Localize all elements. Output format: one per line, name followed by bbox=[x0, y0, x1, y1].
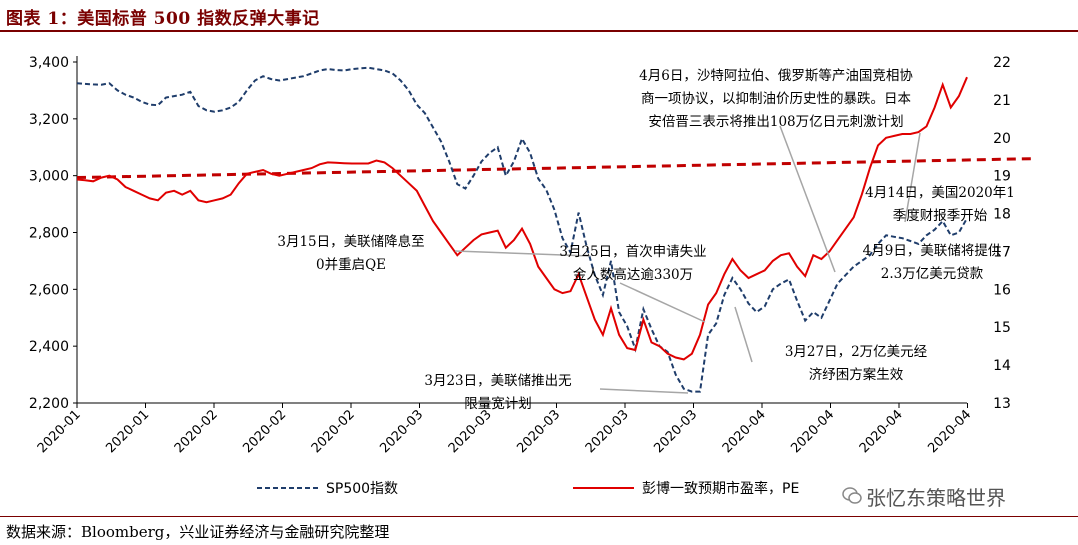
annotation-text: 安倍晋三表示将推出108万亿日元刺激计划 bbox=[648, 114, 903, 130]
annotation-text: 4月9日，美联储将提供 bbox=[863, 243, 1002, 259]
y-right-tick-label: 17 bbox=[993, 244, 1011, 260]
annotation-connector bbox=[734, 306, 753, 363]
y-right-tick-label: 18 bbox=[993, 207, 1011, 223]
y-left-tick-label: 2,400 bbox=[29, 339, 69, 355]
data-source: 数据来源：Bloomberg，兴业证券经济与金融研究院整理 bbox=[6, 523, 390, 541]
x-tick-label: 2020-04 bbox=[925, 407, 974, 456]
y-right-tick-label: 15 bbox=[993, 320, 1011, 336]
y-left-tick-label: 2,200 bbox=[29, 396, 69, 412]
annotation-text: 商一项协议，以抑制油价历史性的暴跌。日本 bbox=[641, 91, 911, 107]
y-right-tick-label: 16 bbox=[993, 282, 1011, 298]
annotation-connector bbox=[454, 250, 591, 257]
wechat-icon bbox=[842, 487, 862, 504]
x-tick-label: 2020-03 bbox=[514, 407, 563, 456]
pe-series-line bbox=[76, 76, 968, 361]
x-tick-label: 2020-01 bbox=[35, 407, 84, 456]
x-tick-label: 2020-02 bbox=[309, 407, 358, 456]
annotation-text: 限量宽计划 bbox=[464, 395, 532, 412]
annotation-text: 金人数高达逾330万 bbox=[573, 266, 693, 283]
annotation-text: 3月27日，2万亿美元经 bbox=[785, 344, 928, 360]
y-right-tick-label: 21 bbox=[993, 93, 1011, 109]
x-tick-label: 2020-02 bbox=[240, 407, 289, 456]
y-left-tick-label: 3,200 bbox=[29, 112, 69, 128]
annotation-connector bbox=[619, 282, 706, 323]
y-left-tick-label: 3,000 bbox=[29, 169, 69, 185]
annotation-text: 2.3万亿美元贷款 bbox=[881, 266, 984, 282]
chart-title: 图表 1：美国标普 500 指数反弹大事记 bbox=[6, 9, 320, 29]
annotation-text: 季度财报季开始 bbox=[893, 208, 988, 224]
annotation-text: 4月6日，沙特阿拉伯、俄罗斯等产油国竞相协 bbox=[639, 67, 913, 84]
y-right-tick-label: 14 bbox=[993, 358, 1011, 374]
annotation-text: 3月25日，首次申请失业 bbox=[559, 244, 706, 260]
x-tick-label: 2020-03 bbox=[583, 407, 632, 456]
y-right-tick-label: 20 bbox=[993, 131, 1011, 147]
x-tick-label: 2020-04 bbox=[720, 407, 769, 456]
y-right-tick-label: 22 bbox=[993, 55, 1011, 71]
x-tick-label: 2020-01 bbox=[103, 407, 152, 456]
y-right-tick-label: 13 bbox=[993, 396, 1011, 412]
annotation-text: 3月15日，美联储降息至 bbox=[277, 233, 424, 250]
footer-rule bbox=[0, 516, 1078, 517]
x-tick-label: 2020-03 bbox=[651, 407, 700, 456]
x-tick-label: 2020-04 bbox=[788, 407, 837, 456]
y-left-tick-label: 3,400 bbox=[29, 55, 69, 71]
x-tick-label: 2020-03 bbox=[377, 407, 426, 456]
y-right-tick-label: 19 bbox=[993, 169, 1011, 185]
x-tick-label: 2020-03 bbox=[446, 407, 495, 456]
annotation-connector bbox=[779, 125, 836, 273]
annotation-connector bbox=[599, 388, 689, 394]
annotation-text: 济纾困方案生效 bbox=[809, 366, 904, 383]
legend-sp500-label: SP500指数 bbox=[326, 481, 398, 497]
x-tick-label: 2020-04 bbox=[857, 407, 906, 456]
y-left-tick-label: 2,600 bbox=[29, 282, 69, 298]
legend-pe-label: 彭博一致预期市盈率，PE bbox=[642, 480, 799, 497]
pe-trend-line bbox=[76, 157, 1036, 180]
annotation-connector bbox=[904, 132, 921, 223]
sp500-series-line bbox=[76, 66, 968, 393]
x-tick-label: 2020-02 bbox=[172, 407, 221, 456]
annotation-text: 3月23日，美联储推出无 bbox=[424, 373, 571, 389]
y-left-tick-label: 2,800 bbox=[29, 226, 69, 242]
annotation-text: 4月14日，美国2020年1 bbox=[865, 185, 1015, 201]
annotation-text: 0并重启QE bbox=[316, 257, 386, 273]
title-rule bbox=[0, 30, 1078, 32]
watermark: 张忆东策略世界 bbox=[866, 486, 1006, 510]
